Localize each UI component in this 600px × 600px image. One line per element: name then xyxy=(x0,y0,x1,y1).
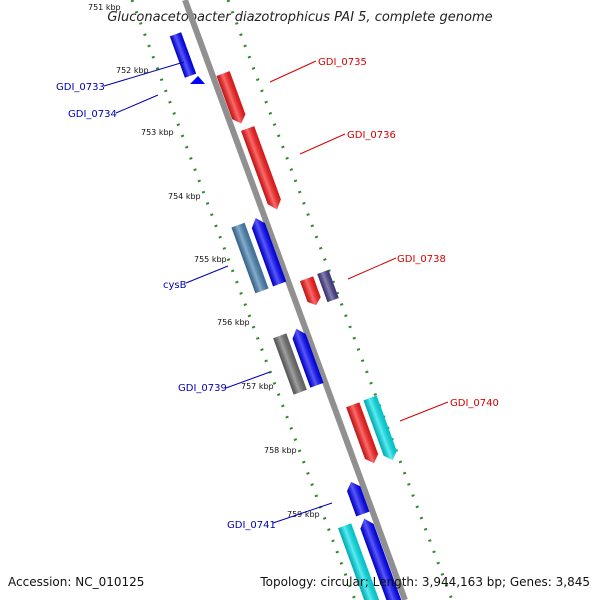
genome-summary-text: Topology: circular; Length: 3,944,163 bp… xyxy=(260,575,590,589)
kbp-label-759: 759 kbp xyxy=(287,510,320,519)
gene-label-gdi-0738[interactable]: GDI_0738 xyxy=(397,254,446,265)
kbp-label-754: 754 kbp xyxy=(168,192,201,201)
leader-gdi-0734 xyxy=(115,94,159,114)
gene-cysb-bar[interactable] xyxy=(231,222,269,294)
gene-label-gdi-0734[interactable]: GDI_0734 xyxy=(68,109,117,120)
kbp-label-756: 756 kbp xyxy=(217,318,250,327)
gene-gdi-0740-arrow[interactable] xyxy=(346,402,380,465)
gene-gdi-0739-bar[interactable] xyxy=(273,333,307,395)
kbp-label-755: 755 kbp xyxy=(194,255,227,264)
kbp-label-753: 753 kbp xyxy=(141,128,174,137)
gene-reverse-arrow-757[interactable] xyxy=(290,326,324,388)
leader-gdi-0735 xyxy=(269,60,317,83)
gene-gdi-0734-arrow[interactable] xyxy=(190,76,205,84)
gene-label-gdi-0739[interactable]: GDI_0739 xyxy=(178,383,227,394)
gene-gdi-0733-arrow[interactable] xyxy=(169,32,197,78)
leader-gdi-0738 xyxy=(347,257,397,280)
gene-label-gdi-0741[interactable]: GDI_0741 xyxy=(227,520,276,531)
outer-tick-track xyxy=(226,0,454,600)
gene-gdi-0737-arrow[interactable] xyxy=(299,276,323,307)
leader-gdi-0733 xyxy=(103,61,185,87)
kbp-label-751: 751 kbp xyxy=(88,3,121,12)
gene-label-gdi-0736[interactable]: GDI_0736 xyxy=(347,130,396,141)
gene-label-cysb[interactable]: cysB xyxy=(163,280,187,291)
gene-label-gdi-0733[interactable]: GDI_0733 xyxy=(56,82,105,93)
gene-reverse-arrow-759[interactable] xyxy=(358,516,403,600)
inner-tick-track xyxy=(130,0,357,600)
gene-gdi-0735-arrow[interactable] xyxy=(216,71,248,126)
gene-cyan-bar-759[interactable] xyxy=(338,523,382,600)
kbp-label-752: 752 kbp xyxy=(116,66,149,75)
accession-text: Accession: NC_010125 xyxy=(8,575,145,589)
leader-gdi-0740 xyxy=(399,401,449,422)
leader-gdi-0739 xyxy=(225,371,271,389)
leader-gdi-0741 xyxy=(272,502,333,524)
leader-gdi-0736 xyxy=(299,133,346,155)
kbp-label-758: 758 kbp xyxy=(264,446,297,455)
gene-gdi-0741-arrow[interactable] xyxy=(345,480,370,517)
leader-cysb xyxy=(185,265,229,284)
gene-gdi-0738-bar[interactable] xyxy=(317,269,339,303)
gene-label-gdi-0740[interactable]: GDI_0740 xyxy=(450,398,499,409)
genome-backbone xyxy=(182,0,408,600)
gene-cyan-arrow-758[interactable] xyxy=(363,395,399,463)
map-title: Gluconacetobacter diazotrophicus PAI 5, … xyxy=(107,10,493,25)
kbp-label-757: 757 kbp xyxy=(241,382,274,391)
gene-reverse-arrow-755[interactable] xyxy=(249,216,287,287)
gene-gdi-0736-arrow[interactable] xyxy=(241,126,284,212)
gene-label-gdi-0735[interactable]: GDI_0735 xyxy=(318,57,367,68)
